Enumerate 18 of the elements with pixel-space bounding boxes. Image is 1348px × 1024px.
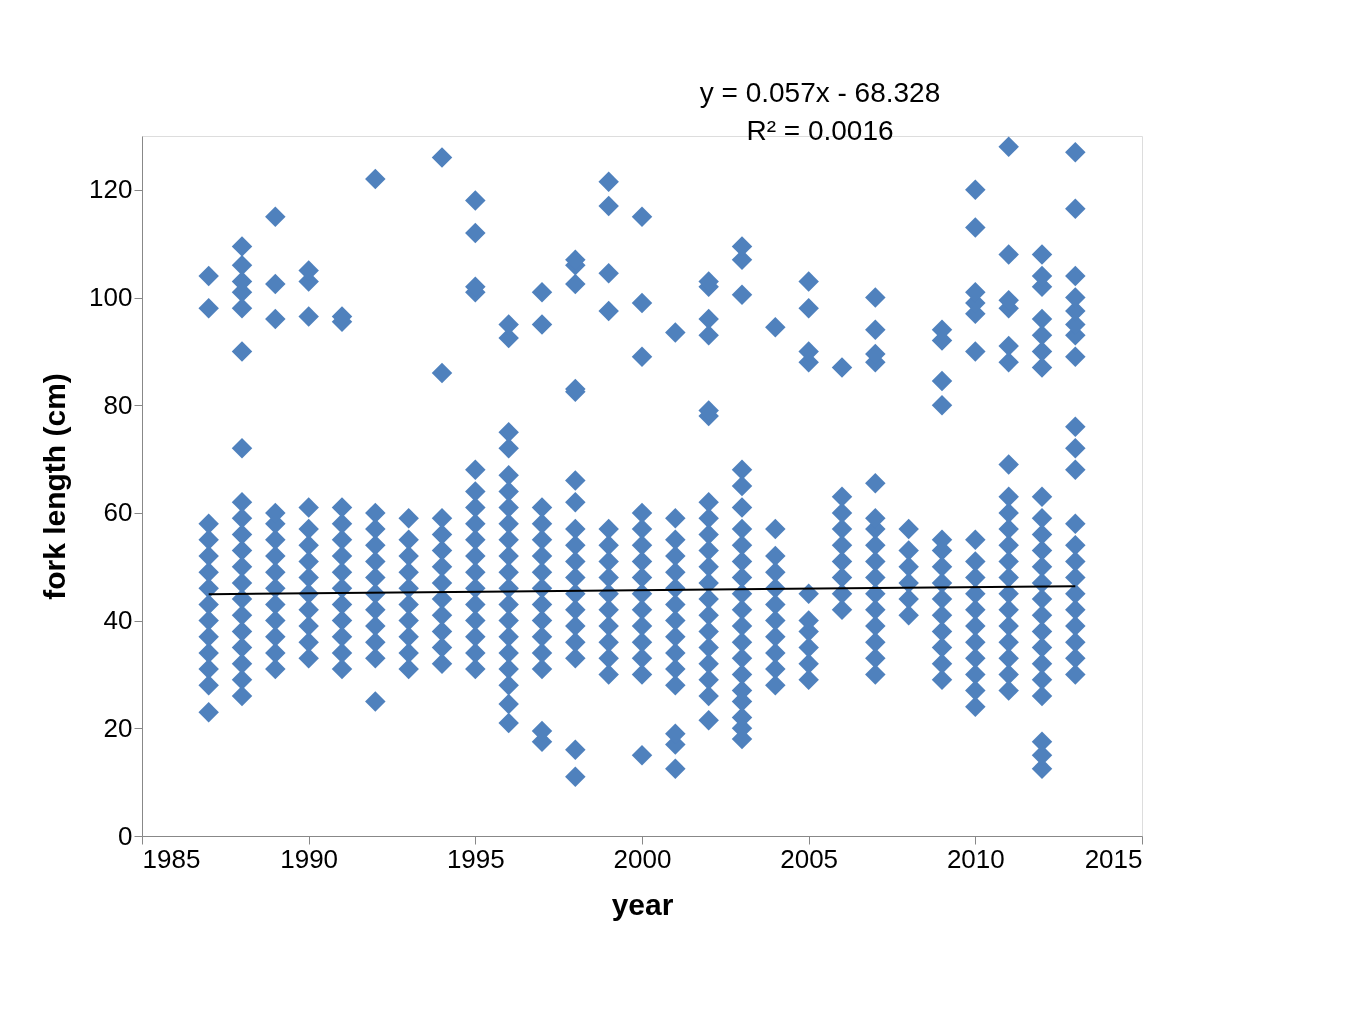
y-axis-title: fork length (cm): [38, 373, 72, 600]
x-axis-title: year: [611, 887, 674, 921]
y-tick-label: 120: [89, 174, 133, 205]
x-tick-label: 2005: [780, 843, 839, 874]
x-tick-label: 1985: [142, 843, 201, 874]
y-tick-label: 0: [118, 820, 133, 851]
x-tick-label: 2000: [613, 843, 672, 874]
y-tick-label: 100: [89, 282, 133, 313]
annotation: R² = 0.0016: [746, 115, 894, 146]
x-tick-label: 2010: [946, 843, 1005, 874]
y-tick-label: 40: [103, 605, 133, 636]
y-tick-label: 60: [103, 497, 133, 528]
x-tick-label: 1990: [280, 843, 339, 874]
x-tick-label: 2015: [1084, 843, 1143, 874]
y-tick-label: 20: [103, 712, 133, 743]
y-tick-label: 80: [103, 389, 133, 420]
x-tick-label: 1995: [446, 843, 505, 874]
text: y = 0.057x - 68.328: [699, 77, 941, 108]
